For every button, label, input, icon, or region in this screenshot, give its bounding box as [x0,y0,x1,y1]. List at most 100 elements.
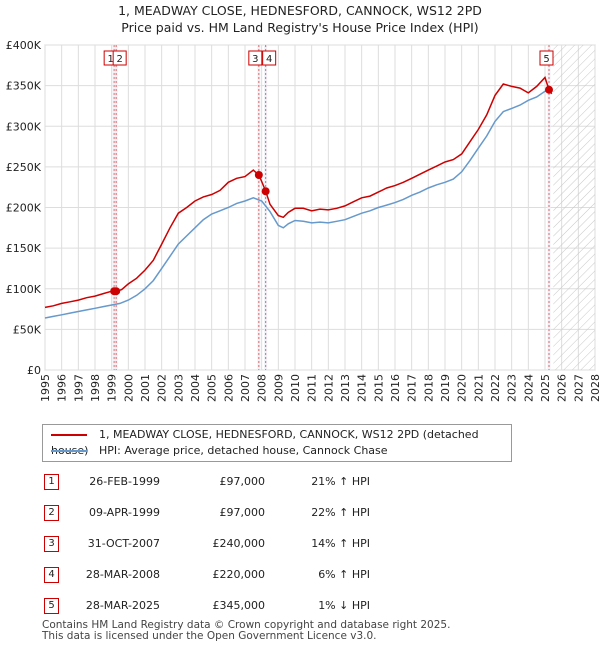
sale-band [264,45,268,370]
y-tick-label: £50K [13,323,42,336]
sale-points [110,85,553,296]
x-tick-label: 2021 [472,374,485,402]
x-tick-label: 1996 [56,374,69,402]
sale-band [114,45,118,370]
sale-point [261,187,270,196]
row-price: £220,000 [212,568,266,581]
x-tick-label: 2024 [522,374,535,402]
title-line-2: Price paid vs. HM Land Registry's House … [121,20,479,35]
sale-point [254,171,263,179]
x-tick-label: 2002 [156,374,169,402]
sale-band [257,45,261,370]
sale-badge-label: 1 [107,54,113,65]
legend-swatch-hpi [51,450,87,452]
row-date: 09-APR-1999 [88,506,160,519]
legend-label-hpi: HPI: Average price, detached house, Cann… [99,444,388,457]
row-price: £240,000 [212,537,266,550]
x-tick-label: 2012 [322,374,335,402]
table-row: 1 26-FEB-1999 £97,000 21% ↑ HPI [0,472,600,492]
table-row: 3 31-OCT-2007 £240,000 14% ↑ HPI [0,534,600,554]
x-tick-label: 2013 [339,374,352,402]
chart-title: 1, MEADWAY CLOSE, HEDNESFORD, CANNOCK, W… [0,2,600,36]
legend-item-property: 1, MEADWAY CLOSE, HEDNESFORD, CANNOCK, W… [51,427,511,457]
row-hpi-diff: 22% ↑ HPI [311,506,370,519]
x-tick-label: 2003 [172,374,185,402]
legend-item-hpi: HPI: Average price, detached house, Cann… [51,443,388,459]
x-tick-label: 1999 [106,374,119,402]
row-number-badge: 3 [44,536,59,552]
y-tick-label: £400K [6,39,42,52]
sale-badge: 2 [112,50,127,66]
row-price: £97,000 [219,475,266,488]
footer-licence: This data is licensed under the Open Gov… [42,630,377,642]
sale-badge: 3 [248,50,263,66]
x-tick-label: 2016 [389,374,402,402]
row-hpi-diff: 14% ↑ HPI [311,537,370,550]
x-tick-label: 2001 [139,374,152,402]
sale-badge-label: 3 [252,54,258,65]
x-tick-label: 2028 [589,374,600,402]
sale-badge-box [248,50,263,66]
y-tick-label: £350K [6,80,42,93]
x-tick-label: 2007 [239,374,252,402]
y-tick-label: £250K [6,161,42,174]
legend-swatch-property [51,434,87,436]
x-tick-label: 2019 [439,374,452,402]
x-tick-label: 2009 [272,374,285,402]
footer-copyright: Contains HM Land Registry data © Crown c… [42,619,451,631]
sale-badge-box [262,50,277,66]
x-tick-label: 2008 [256,374,269,402]
row-number-badge: 4 [44,567,59,583]
row-hpi-diff: 1% ↓ HPI [318,599,370,612]
row-number-badge: 5 [44,598,59,614]
table-row: 2 09-APR-1999 £97,000 22% ↑ HPI [0,503,600,523]
sale-band [112,45,116,370]
sale-marker-lines [112,45,551,370]
sale-badge-box [539,50,554,66]
x-tick-label: 2000 [122,374,135,402]
property-line [44,76,553,309]
sale-badge: 5 [539,50,554,66]
sale-badge-label: 2 [116,54,122,65]
x-tick-label: 2004 [189,374,202,402]
x-tick-label: 2010 [289,374,302,402]
sale-badge-label: 5 [543,54,549,65]
title-line-1: 1, MEADWAY CLOSE, HEDNESFORD, CANNOCK, W… [118,3,482,18]
hpi-line [44,87,553,319]
y-tick-label: £100K [6,283,42,296]
x-tick-label: 2017 [406,374,419,402]
x-tick-label: 2006 [222,374,235,402]
x-tick-label: 2014 [356,374,369,402]
legend: 1, MEADWAY CLOSE, HEDNESFORD, CANNOCK, W… [42,424,512,462]
forecast-hatch [553,45,595,370]
x-tick-label: 2018 [422,374,435,402]
series-lines [44,76,553,319]
sale-point [545,85,553,94]
y-tick-label: £150K [6,242,42,255]
x-tick-label: 2023 [506,374,519,402]
y-tick-label: £0 [27,364,41,377]
row-date: 28-MAR-2025 [85,599,160,612]
x-tick-label: 2022 [489,374,502,402]
x-tick-label: 2011 [306,374,319,402]
x-tick-label: 1998 [89,374,102,402]
y-tick-label: £200K [6,202,42,215]
x-tick-label: 1997 [72,374,85,402]
x-tick-label: 2025 [539,374,552,402]
sale-badge-box [112,50,127,66]
row-price: £345,000 [212,599,266,612]
sale-badge-label: 4 [266,54,272,65]
footer: Contains HM Land Registry data © Crown c… [42,620,450,642]
sale-band [547,45,551,370]
sale-point [112,287,121,296]
table-row: 5 28-MAR-2025 £345,000 1% ↓ HPI [0,596,600,616]
row-date: 26-FEB-1999 [89,475,160,488]
x-axis-ticks: 1995 1996 1997 1998 1999 2000 2001 2002 2003 2004… [39,374,600,402]
y-axis-ticks: £0 £50K £100K £150K £200K £250K £300K £350K £400… [6,39,42,377]
x-tick-label: 2015 [372,374,385,402]
x-tick-label: 1995 [39,374,52,402]
x-tick-label: 2026 [556,374,569,402]
table-row: 4 28-MAR-2008 £220,000 6% ↑ HPI [0,565,600,585]
